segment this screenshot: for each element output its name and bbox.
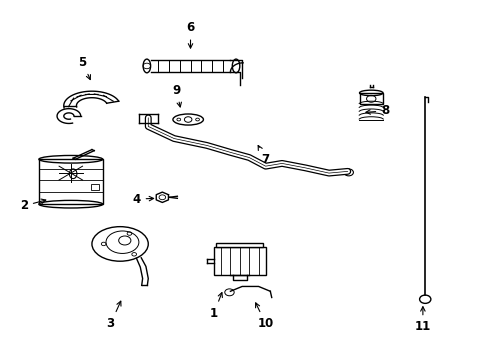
Text: 1: 1 bbox=[209, 293, 222, 320]
Text: 7: 7 bbox=[258, 145, 269, 166]
Text: 5: 5 bbox=[78, 56, 90, 80]
Text: 2: 2 bbox=[20, 199, 46, 212]
Text: 3: 3 bbox=[106, 301, 121, 330]
Bar bbox=[91, 184, 99, 190]
Text: 9: 9 bbox=[172, 84, 181, 107]
Bar bbox=[216, 243, 263, 247]
Bar bbox=[39, 159, 102, 204]
Bar bbox=[214, 247, 265, 275]
Text: 4: 4 bbox=[132, 193, 153, 206]
Text: 10: 10 bbox=[255, 303, 273, 330]
Text: 11: 11 bbox=[414, 307, 430, 333]
Text: 8: 8 bbox=[365, 104, 388, 117]
Bar bbox=[359, 93, 382, 104]
Text: 6: 6 bbox=[186, 22, 194, 48]
